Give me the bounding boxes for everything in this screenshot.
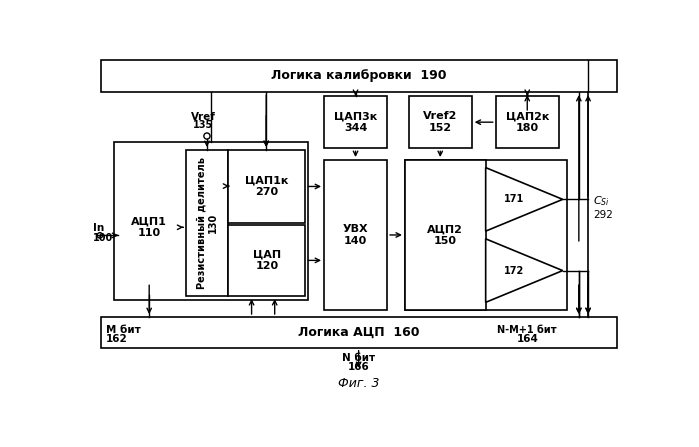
Polygon shape [486,239,563,302]
Text: УВХ
140: УВХ 140 [343,224,368,246]
Text: Логика калибровки  190: Логика калибровки 190 [271,69,447,82]
Text: 162: 162 [106,334,128,344]
Text: 171: 171 [504,194,524,204]
Text: N бит: N бит [342,353,375,363]
Bar [229,150,305,223]
Text: 292: 292 [593,211,613,220]
Text: АЦП1
110: АЦП1 110 [131,216,167,238]
Bar [324,96,387,148]
Text: ЦАП2к
180: ЦАП2к 180 [505,111,549,133]
Text: N-M+1 бит: N-M+1 бит [497,325,557,335]
Text: In: In [93,224,104,233]
Text: М бит: М бит [106,325,140,335]
Bar [496,96,559,148]
Bar [324,160,387,310]
Text: $C_{Si}$: $C_{Si}$ [593,194,610,208]
Text: 172: 172 [504,266,524,276]
Text: АЦП2
150: АЦП2 150 [427,224,463,246]
Text: ЦАП3к
344: ЦАП3к 344 [334,111,377,133]
Bar [409,96,472,148]
Text: Логика АЦП  160: Логика АЦП 160 [298,326,419,339]
Bar [405,160,486,310]
Text: 135: 135 [193,120,213,130]
Bar [101,317,617,348]
Bar [114,142,308,300]
Text: Фиг. 3: Фиг. 3 [338,377,380,390]
Text: Vref2
152: Vref2 152 [423,111,457,133]
Bar [118,160,180,295]
Text: 100: 100 [93,233,113,243]
Text: Резистивный делитель
130: Резистивный делитель 130 [196,157,218,289]
Text: ЦАП
120: ЦАП 120 [253,249,281,271]
Text: 166: 166 [347,362,370,372]
Bar [101,60,617,92]
Bar [186,150,229,296]
Bar [229,224,305,296]
Polygon shape [486,168,563,231]
Bar [405,160,566,310]
Text: 164: 164 [517,334,538,344]
Text: Vref: Vref [191,112,215,122]
Text: ЦАП1к
270: ЦАП1к 270 [245,176,289,197]
